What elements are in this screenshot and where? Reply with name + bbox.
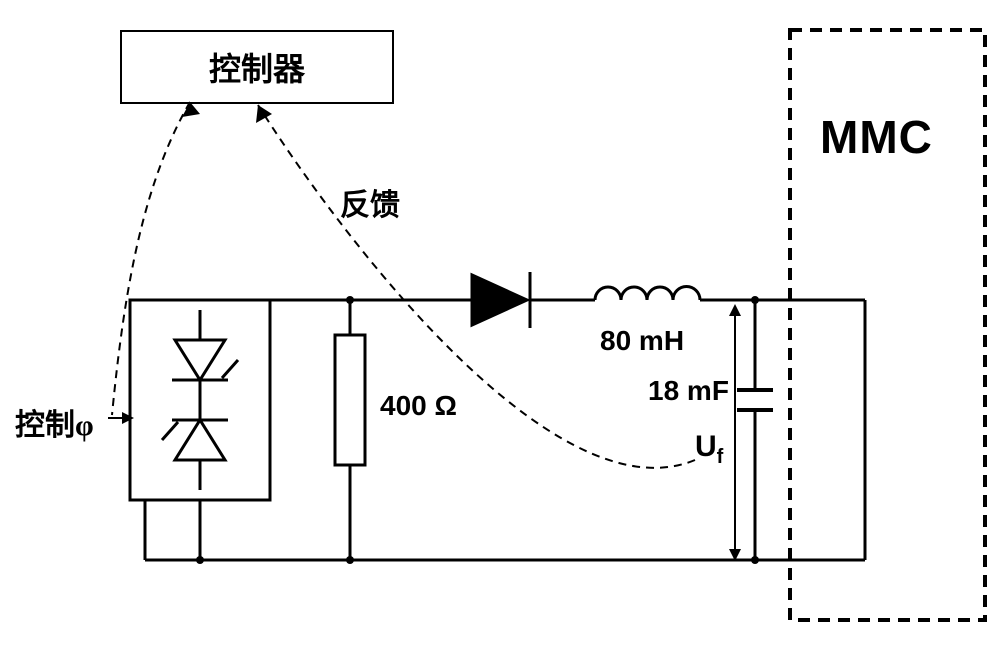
resistor-label: 400 Ω xyxy=(380,390,457,422)
uf-label: Uf xyxy=(695,430,723,469)
control-dashed-line xyxy=(112,102,190,415)
control-arrowhead xyxy=(182,102,200,117)
control-phi-prefix: 控制 xyxy=(15,409,75,442)
capacitor-label: 18 mF xyxy=(648,375,729,407)
control-phi-symbol: φ xyxy=(75,409,94,442)
inductor-icon xyxy=(595,287,700,301)
capacitor-icon xyxy=(737,390,773,410)
feedback-arrowhead xyxy=(256,105,272,123)
thyristor-icon xyxy=(162,310,238,490)
feedback-label: 反馈 xyxy=(340,180,400,224)
inductor-label: 80 mH xyxy=(600,325,684,357)
diode-icon xyxy=(472,272,530,328)
wires xyxy=(145,300,865,560)
mmc-label: MMC xyxy=(820,110,933,164)
control-phi-label: 控制φ xyxy=(15,400,94,444)
controller-label: 控制器 xyxy=(209,44,305,90)
diagram-canvas: 控制器 xyxy=(0,0,1000,646)
controller-box: 控制器 xyxy=(120,30,394,104)
uf-sub: f xyxy=(717,446,724,468)
resistor-icon xyxy=(335,335,365,465)
feedback-dashed-line xyxy=(258,105,695,468)
uf-main: U xyxy=(695,430,717,463)
thyristor-block xyxy=(130,300,270,500)
